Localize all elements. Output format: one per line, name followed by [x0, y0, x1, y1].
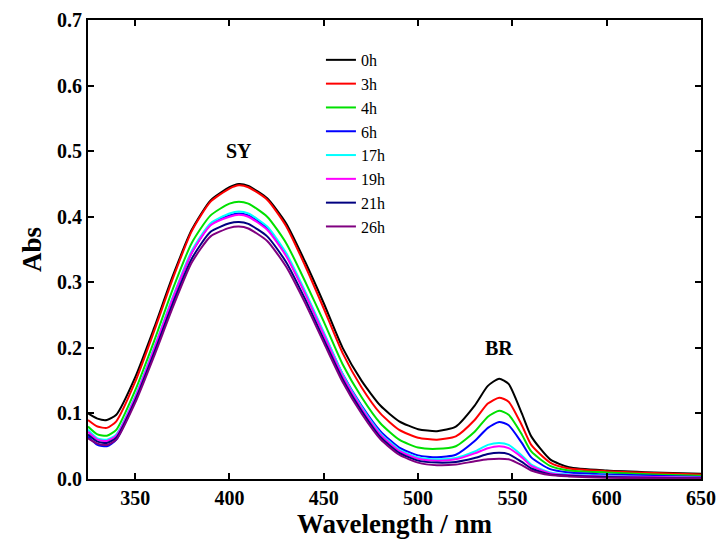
svg-text:3h: 3h: [361, 76, 377, 93]
svg-text:Wavelength / nm: Wavelength / nm: [297, 509, 493, 539]
svg-text:26h: 26h: [361, 219, 385, 236]
svg-text:0.7: 0.7: [57, 9, 82, 31]
svg-text:550: 550: [497, 487, 527, 509]
svg-text:0.1: 0.1: [57, 402, 82, 424]
svg-text:450: 450: [309, 487, 339, 509]
svg-text:0.5: 0.5: [57, 140, 82, 162]
svg-text:500: 500: [403, 487, 433, 509]
svg-text:17h: 17h: [361, 147, 385, 164]
svg-text:6h: 6h: [361, 123, 377, 140]
svg-text:350: 350: [120, 487, 150, 509]
svg-text:21h: 21h: [361, 195, 385, 212]
svg-text:600: 600: [592, 487, 622, 509]
svg-text:19h: 19h: [361, 171, 385, 188]
svg-text:BR: BR: [485, 337, 513, 359]
svg-text:Abs: Abs: [17, 227, 47, 272]
svg-text:SY: SY: [226, 140, 252, 162]
svg-text:0.2: 0.2: [57, 337, 82, 359]
svg-text:650: 650: [686, 487, 716, 509]
svg-text:0.3: 0.3: [57, 271, 82, 293]
svg-text:0h: 0h: [361, 52, 377, 69]
svg-text:0.4: 0.4: [57, 206, 82, 228]
svg-text:0.6: 0.6: [57, 75, 82, 97]
svg-text:400: 400: [214, 487, 244, 509]
svg-text:0.0: 0.0: [57, 468, 82, 490]
svg-text:4h: 4h: [361, 100, 377, 117]
